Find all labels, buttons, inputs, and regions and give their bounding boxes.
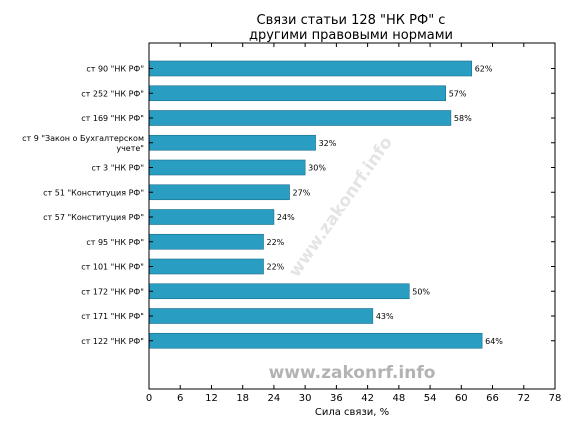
bar <box>148 110 452 126</box>
bar <box>148 258 264 275</box>
bar-value-label: 22% <box>267 238 285 247</box>
x-tick-label: 54 <box>424 393 437 404</box>
bar-value-label: 64% <box>485 337 503 346</box>
x-tick-label: 30 <box>299 393 312 404</box>
bar-value-label: 62% <box>475 65 493 74</box>
category-label: ст 90 "НК РФ" <box>86 65 144 74</box>
x-tick-label: 36 <box>330 393 343 404</box>
bar <box>148 283 410 300</box>
x-axis: 0 6 12 18 24 30 36 42 48 54 60 66 72 78 <box>146 43 562 404</box>
category-label: ст 252 "НК РФ" <box>81 89 144 98</box>
chart-title-line-2: другими правовыми нормами <box>249 28 453 43</box>
category-label: ст 101 "НК РФ" <box>81 263 144 272</box>
category-label: ст 95 "НК РФ" <box>86 238 144 247</box>
chart-title-line-1: Связи статьи 128 "НК РФ" с <box>257 13 446 28</box>
category-label: учете" <box>116 144 144 153</box>
x-tick-label: 72 <box>517 393 530 404</box>
bar-value-label: 50% <box>412 287 430 296</box>
x-tick-label: 60 <box>455 393 468 404</box>
bar <box>148 85 446 102</box>
category-label: ст 169 "НК РФ" <box>81 114 144 123</box>
watermark: www.zakonrf.info <box>269 363 436 383</box>
bar-value-label: 32% <box>319 139 337 148</box>
bar <box>148 209 275 225</box>
x-tick-label: 66 <box>486 393 499 404</box>
x-tick-label: 12 <box>205 393 218 404</box>
x-tick-label: 0 <box>146 393 152 404</box>
bar-value-label: 57% <box>449 89 467 98</box>
bar <box>148 233 264 250</box>
x-tick-label: 48 <box>392 393 405 404</box>
bar-value-label: 27% <box>293 188 311 197</box>
bar-value-label: 43% <box>376 312 394 321</box>
bar <box>148 60 473 77</box>
bar <box>148 332 483 349</box>
category-label: ст 172 "НК РФ" <box>81 287 144 296</box>
category-label: ст 171 "НК РФ" <box>81 312 144 321</box>
category-label: ст 9 "Закон о Бухгалтерском <box>22 134 144 143</box>
bar <box>148 308 374 324</box>
bar-value-label: 22% <box>267 263 285 272</box>
bars-group <box>148 60 483 349</box>
bar <box>148 184 290 201</box>
bar <box>148 134 316 151</box>
bar-value-label: 58% <box>454 114 472 123</box>
watermark-diagonal: www.zakonrf.info <box>285 133 397 281</box>
plot-frame <box>148 42 556 390</box>
category-label: ст 51 "Конституция РФ" <box>43 188 144 197</box>
x-tick-label: 78 <box>549 393 562 404</box>
x-tick-label: 42 <box>361 393 374 404</box>
bar-value-label: 24% <box>277 213 295 222</box>
bar <box>148 159 306 176</box>
x-axis-label: Сила связи, % <box>315 407 389 418</box>
category-label: ст 57 "Конституция РФ" <box>43 213 144 222</box>
x-tick-label: 6 <box>177 393 183 404</box>
category-label: ст 3 "НК РФ" <box>91 164 144 173</box>
category-label: ст 122 "НК РФ" <box>81 337 144 346</box>
x-tick-label: 24 <box>268 393 281 404</box>
x-tick-label: 18 <box>236 393 249 404</box>
category-labels-group: 62% ст 90 "НК РФ" 57% ст 252 "НК РФ" 58% ст 1… <box>22 65 503 346</box>
bar-value-label: 30% <box>308 164 326 173</box>
